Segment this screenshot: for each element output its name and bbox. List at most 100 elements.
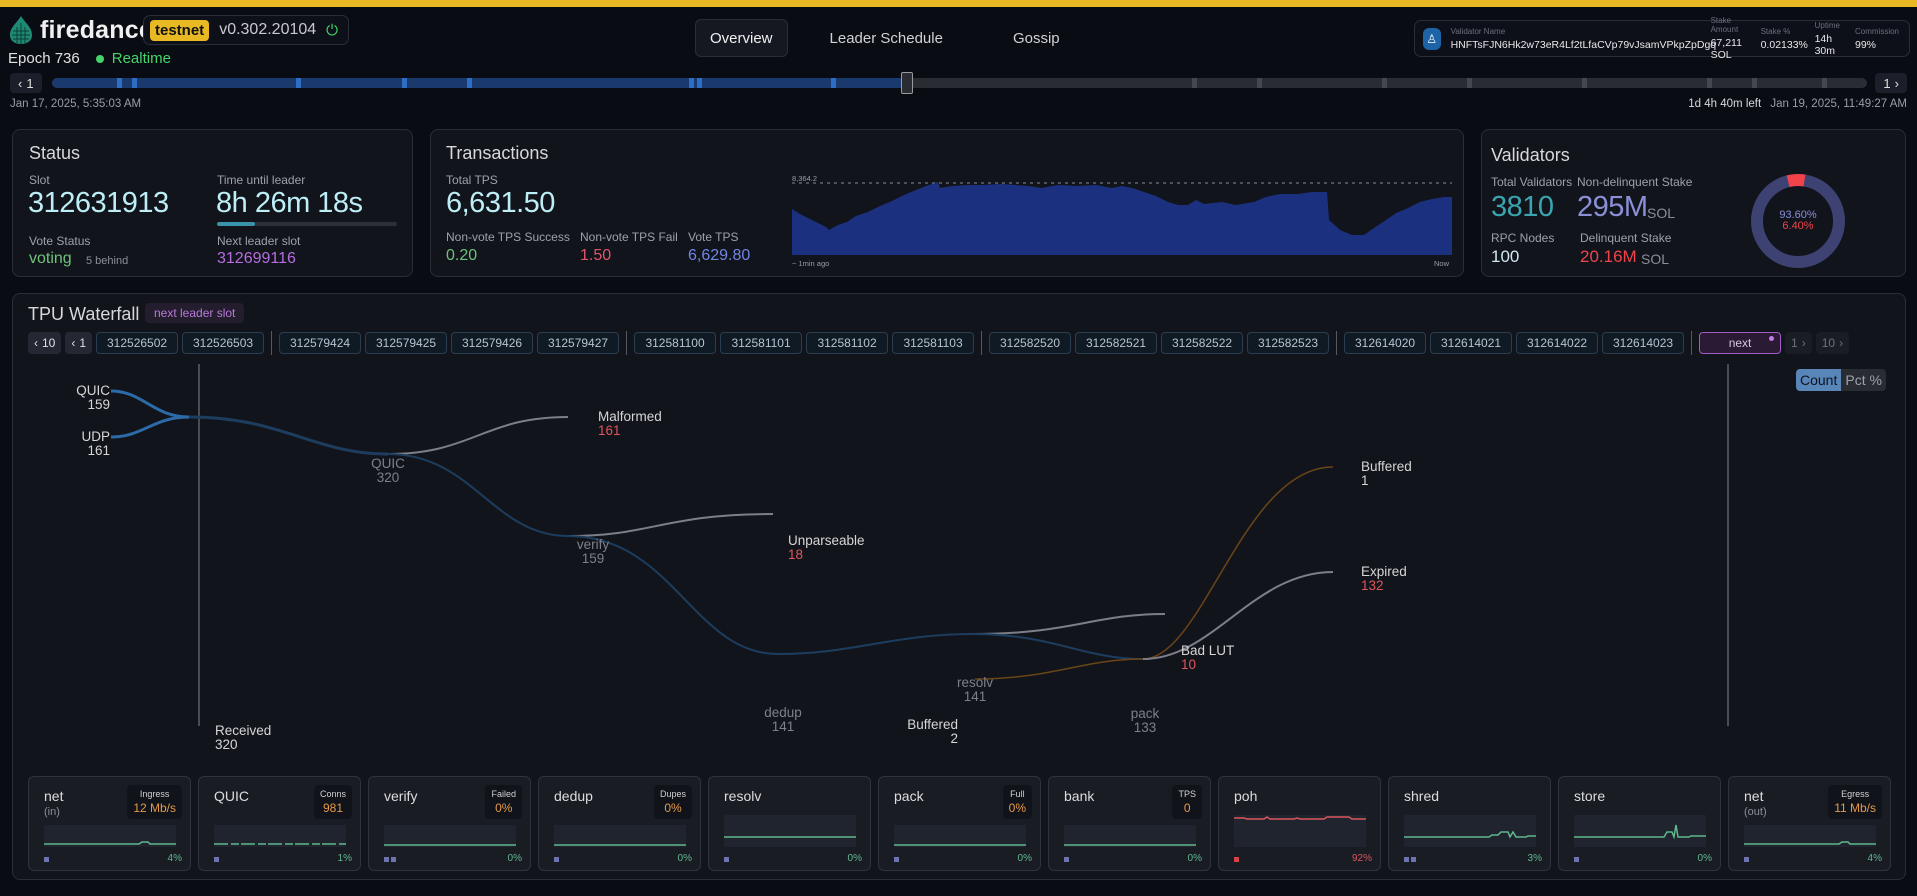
- waterfall-title: TPU Waterfall: [28, 304, 140, 324]
- stake-pct: 0.02133%: [1760, 38, 1808, 51]
- next-slot-button[interactable]: next: [1699, 332, 1782, 354]
- timeline-track[interactable]: [52, 78, 1867, 88]
- slot-button[interactable]: 312581101: [720, 332, 803, 354]
- toggle-pct[interactable]: Pct %: [1841, 369, 1886, 391]
- leader-slot-marker[interactable]: [831, 78, 836, 88]
- leader-slot-marker[interactable]: [467, 78, 472, 88]
- leader-slot-marker[interactable]: [1382, 78, 1387, 88]
- sankey-node-malformed: Malformed 161: [598, 409, 662, 438]
- tile-instances: [1064, 857, 1069, 862]
- tile-net-out[interactable]: net (out) Egress 11 Mb/s 4%: [1728, 776, 1891, 871]
- slot-button[interactable]: 312582523: [1247, 332, 1330, 354]
- slot-button[interactable]: 312614020: [1344, 332, 1427, 354]
- leader-slot-marker[interactable]: [1467, 78, 1472, 88]
- slot-group-divider: [981, 331, 983, 355]
- tile-instances: [1574, 857, 1579, 862]
- tile-name: bank: [1064, 788, 1095, 804]
- leader-slot-marker[interactable]: [1822, 78, 1827, 88]
- leader-slot-marker[interactable]: [697, 78, 702, 88]
- slot-button[interactable]: 312579424: [279, 332, 362, 354]
- back-1-button[interactable]: ‹ 1: [65, 332, 93, 354]
- next-leader-slot: 312699116: [217, 250, 296, 267]
- tile-instances: [1404, 857, 1416, 862]
- tile-utilization: 1%: [337, 853, 352, 864]
- stake-donut-chart: [1751, 174, 1845, 268]
- sankey-node-bad-lut: Bad LUT 10: [1181, 643, 1235, 672]
- slot-button[interactable]: 312526502: [96, 332, 179, 354]
- tile-dedup[interactable]: dedup Dupes 0% 0%: [538, 776, 701, 871]
- tile-utilization: 0%: [847, 853, 862, 864]
- slot-group-divider: [626, 331, 628, 355]
- leader-countdown-progress: [217, 222, 255, 226]
- slot-button[interactable]: 312582520: [989, 332, 1072, 354]
- leader-slot-marker[interactable]: [402, 78, 407, 88]
- vote-tps: 6,629.80: [688, 247, 751, 264]
- slot-button[interactable]: 312581102: [806, 332, 889, 354]
- slot-button[interactable]: 312581103: [892, 332, 975, 354]
- app-name: firedancer: [40, 15, 163, 44]
- tab-gossip[interactable]: Gossip: [1012, 29, 1060, 47]
- status-card: Status Slot 312631913 Time until leader …: [12, 129, 413, 277]
- slot-button[interactable]: 312579425: [365, 332, 448, 354]
- tile-instances: [1744, 857, 1749, 862]
- tile-pack[interactable]: pack Full 0% 0%: [878, 776, 1041, 871]
- leader-slot-marker[interactable]: [296, 78, 301, 88]
- tab-leader-schedule[interactable]: Leader Schedule: [829, 29, 943, 47]
- slot-button[interactable]: 312582521: [1075, 332, 1158, 354]
- tile-verify[interactable]: verify Failed 0% 0%: [368, 776, 531, 871]
- tpu-waterfall-card: TPU Waterfall next leader slot ‹ 10 ‹ 1 31…: [12, 293, 1906, 880]
- slot-button[interactable]: 312614021: [1430, 332, 1513, 354]
- slot-button[interactable]: 312526503: [182, 332, 265, 354]
- forward-10-button[interactable]: 10 ›: [1815, 332, 1850, 354]
- leader-slot-marker[interactable]: [1192, 78, 1197, 88]
- tile-instances: [384, 857, 396, 862]
- tab-overview[interactable]: Overview: [695, 19, 788, 57]
- stake-amount-label: Stake Amount: [1710, 16, 1739, 34]
- toggle-count[interactable]: Count: [1796, 369, 1842, 391]
- leader-slot-marker[interactable]: [1582, 78, 1587, 88]
- tile-net-in[interactable]: net (in) Ingress 12 Mb/s 4%: [28, 776, 191, 871]
- forward-1-button[interactable]: 1 ›: [1785, 332, 1812, 354]
- tile-store[interactable]: store 0%: [1558, 776, 1721, 871]
- forward-1-label: 1: [1791, 336, 1798, 350]
- timeline-current-handle[interactable]: [901, 72, 913, 94]
- network-badge: testnet: [150, 19, 210, 41]
- leader-slot-marker[interactable]: [1257, 78, 1262, 88]
- slot-button[interactable]: 312581100: [634, 332, 717, 354]
- tile-utilization: 0%: [677, 853, 692, 864]
- nonvote-success: 0.20: [446, 247, 478, 264]
- donut-delinquent-pct: 6.40%: [1782, 220, 1814, 232]
- next-leader-slot-label: Next leader slot: [217, 234, 301, 248]
- realtime-indicator[interactable]: Realtime: [95, 50, 171, 67]
- leader-slot-marker[interactable]: [117, 78, 122, 88]
- vote-tps-label: Vote TPS: [688, 230, 739, 244]
- slot-button[interactable]: 312614022: [1516, 332, 1599, 354]
- validator-info[interactable]: ♙ Validator Name HNFTsFJN6Hk2w73eR4Lf2tL…: [1414, 16, 1910, 61]
- slot-button[interactable]: 312614023: [1602, 332, 1685, 354]
- back-10-button[interactable]: ‹ 10: [28, 332, 62, 354]
- slot-button[interactable]: 312582522: [1161, 332, 1244, 354]
- back-1-label: 1: [79, 336, 87, 350]
- tile-sparkline: [1404, 815, 1536, 847]
- next-leader-slot-badge: next leader slot: [145, 303, 245, 323]
- app-logo[interactable]: firedancer: [8, 15, 163, 45]
- slot-button[interactable]: 312579427: [537, 332, 620, 354]
- tile-shred[interactable]: shred 3%: [1388, 776, 1551, 871]
- slot-button[interactable]: 312579426: [451, 332, 534, 354]
- live-dot-icon: [95, 54, 104, 63]
- tile-resolv[interactable]: resolv 0%: [708, 776, 871, 871]
- leader-slot-marker[interactable]: [689, 78, 694, 88]
- validator-avatar-icon: ♙: [1423, 27, 1441, 50]
- leader-slot-marker[interactable]: [1707, 78, 1712, 88]
- tile-quic[interactable]: QUIC Conns 981 1%: [198, 776, 361, 871]
- timeline-prev-button[interactable]: ‹ 1: [10, 73, 42, 93]
- tps-chart-max-label: 8,364.2: [792, 174, 818, 183]
- leader-slot-marker[interactable]: [1752, 78, 1757, 88]
- timeline-next-button[interactable]: 1 ›: [1875, 73, 1907, 93]
- tile-poh[interactable]: poh 92%: [1218, 776, 1381, 871]
- slot-group-divider: [1336, 331, 1338, 355]
- tile-bank[interactable]: bank TPS 0 0%: [1048, 776, 1211, 871]
- tile-name: QUIC: [214, 788, 249, 804]
- leader-slot-marker[interactable]: [132, 78, 137, 88]
- stake-amount: 67,211 SOL: [1710, 37, 1742, 61]
